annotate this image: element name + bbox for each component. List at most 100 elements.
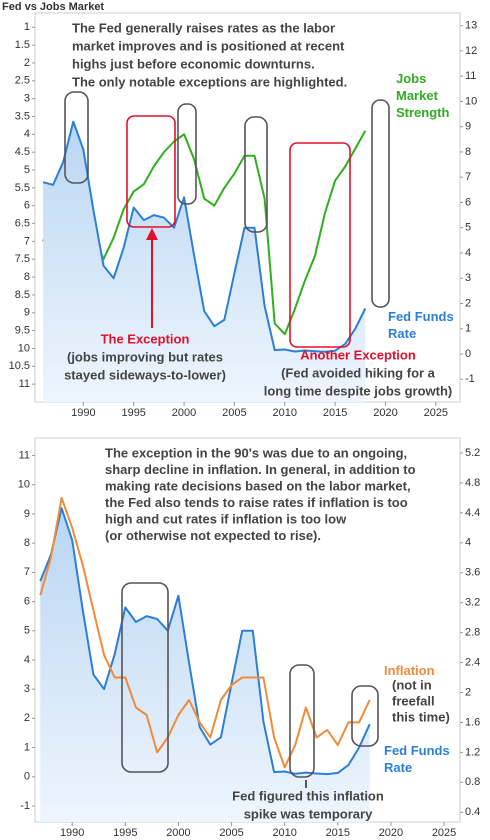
series-line <box>42 120 367 353</box>
series-area <box>40 508 370 822</box>
y2-tick-label: 0.8 <box>465 776 480 788</box>
highlight-box <box>244 116 268 233</box>
y-tick-label: 6.5 <box>15 217 30 229</box>
annotation: high and cut rates if inflation is too l… <box>105 511 347 526</box>
y2-tick-label: 8 <box>465 146 471 158</box>
y2-tick-label: 2.4 <box>465 656 480 668</box>
annotation: The Fed generally raises rates as the la… <box>72 20 335 35</box>
series-line <box>39 496 371 769</box>
arrow-head <box>146 228 158 240</box>
annotation: highs just before economic downturns. <box>72 56 315 71</box>
annotation: The Exception <box>101 331 190 346</box>
y2-tick-label: 5.2 <box>465 447 480 459</box>
highlight-box <box>351 685 379 747</box>
y-tick-label: 9 <box>24 307 30 319</box>
annotation: spike was temporary <box>244 806 373 821</box>
series-line <box>39 507 371 776</box>
y2-tick-label: 0 <box>465 348 471 360</box>
y-tick-label: 11 <box>19 449 30 461</box>
y2-tick-label: 2 <box>465 297 471 309</box>
y2-tick-label: 3.2 <box>465 597 480 609</box>
y2-tick-label: 4 <box>465 247 471 259</box>
x-tick-label: 1995 <box>113 827 137 839</box>
annotation: this time) <box>392 709 450 724</box>
exception-box <box>289 142 351 348</box>
y2-tick-label: 10 <box>465 95 477 107</box>
y2-tick-label: 4.4 <box>465 507 480 519</box>
y-tick-label: 2.5 <box>15 75 30 87</box>
annotation: (not in <box>392 677 432 692</box>
y-tick-label: 2 <box>24 712 30 724</box>
y-tick-label: 3.5 <box>15 110 30 122</box>
y-tick-label: -1 <box>20 800 30 812</box>
annotation: Another Exception <box>300 347 416 362</box>
y2-tick-label: 2.8 <box>465 627 480 639</box>
annotation: market improves and is positioned at rec… <box>72 38 345 53</box>
highlights <box>64 91 390 788</box>
x-tick-label: 2005 <box>222 407 246 419</box>
y-tick-label: 6 <box>24 595 30 607</box>
y-tick-label: 4 <box>24 128 30 140</box>
y-tick-label: 7 <box>24 566 30 578</box>
x-tick-label: 2015 <box>323 407 347 419</box>
highlight-box <box>177 103 197 205</box>
y2-tick-label: 3 <box>465 272 471 284</box>
y2-tick-label: 1 <box>465 323 471 335</box>
annotation: making rate decisions based on the labor… <box>105 478 411 493</box>
x-tick-label: 2020 <box>373 407 397 419</box>
annotation: stayed sideways-to-lower) <box>64 367 226 382</box>
y-tick-label: 8 <box>24 537 30 549</box>
annotation: sharp decline in inflation. In general, … <box>105 462 416 477</box>
x-tick-label: 1990 <box>71 407 95 419</box>
y2-tick-label: 11 <box>465 70 476 82</box>
y2-tick-label: 1.6 <box>465 716 480 728</box>
y-tick-label: 3 <box>24 93 30 105</box>
y2-tick-label: -1 <box>465 373 475 385</box>
y2-tick-label: 0.4 <box>465 806 480 818</box>
x-tick-label: 1995 <box>121 407 145 419</box>
y-tick-label: 7.5 <box>15 253 30 265</box>
annotation: the Fed also tends to raise rates if inf… <box>105 495 408 510</box>
y2-tick-label: 1.2 <box>465 746 480 758</box>
x-tick-label: 2025 <box>432 827 456 839</box>
annotation: (jobs improving but rates <box>67 349 223 364</box>
y-tick-label: 5 <box>24 625 30 637</box>
x-tick-label: 2010 <box>273 407 297 419</box>
y-tick-label: 2 <box>24 57 30 69</box>
y-tick-label: 1 <box>24 21 30 33</box>
y-tick-label: 4 <box>24 654 30 666</box>
y2-tick-label: 12 <box>465 45 477 57</box>
x-tick-label: 2015 <box>326 827 350 839</box>
x-tick-label: 2010 <box>272 827 296 839</box>
legend-label: Inflation <box>384 663 435 678</box>
x-tick-label: 2000 <box>166 827 190 839</box>
annotation: The only notable exceptions are highligh… <box>72 74 347 89</box>
chart-title: Fed vs Jobs Market <box>2 1 104 13</box>
annotation: Fed figured this inflation <box>232 788 384 803</box>
y-tick-label: 4.5 <box>15 146 30 158</box>
highlight-box <box>64 91 89 184</box>
y-tick-label: 6 <box>24 200 30 212</box>
legend-label: Fed Funds Rate <box>388 309 454 341</box>
x-tick-label: 2005 <box>219 827 243 839</box>
y-tick-label: 1.5 <box>15 39 30 51</box>
y2-tick-label: 2 <box>465 686 471 698</box>
y2-tick-label: 5 <box>465 222 471 234</box>
y-tick-label: 10 <box>18 342 30 354</box>
annotation: long time despite jobs growth) <box>264 383 453 398</box>
y-tick-label: 5 <box>24 164 30 176</box>
y-tick-label: 8.5 <box>15 289 30 301</box>
y-tick-label: 7 <box>24 235 30 247</box>
x-tick-label: 2020 <box>379 827 403 839</box>
exception-box <box>126 115 176 228</box>
y-tick-label: 1 <box>24 741 30 753</box>
highlight-box <box>371 99 390 308</box>
legend-label: Fed Funds Rate <box>384 743 450 775</box>
y-tick-label: 11 <box>19 378 30 390</box>
y-tick-label: 9.5 <box>15 325 30 337</box>
annotation: The exception in the 90's was due to an … <box>105 445 407 460</box>
annotation: freefall <box>392 693 435 708</box>
annotation: (Fed avoided hiking for a <box>281 365 436 380</box>
